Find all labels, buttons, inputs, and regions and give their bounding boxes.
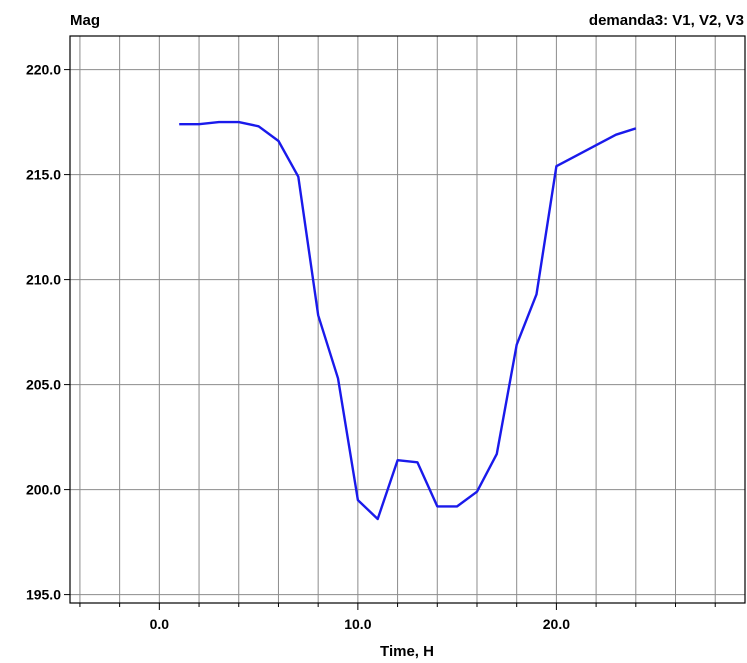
y-tick-label: 215.0 bbox=[26, 167, 61, 183]
y-tick-label: 205.0 bbox=[26, 377, 61, 393]
y-tick-label: 200.0 bbox=[26, 482, 61, 498]
x-axis-ticks: 0.0 10.0 20.0 bbox=[79, 603, 716, 632]
x-axis-title: Time, H bbox=[380, 643, 434, 660]
y-tick-label: 210.0 bbox=[26, 272, 61, 288]
series-group bbox=[179, 120, 637, 521]
legend-text: demanda3: V1, V2, V3 bbox=[589, 12, 744, 29]
y-axis-ticks: 195.0 200.0 205.0 210.0 215.0 220.0 bbox=[26, 62, 70, 603]
y-tick-label: 195.0 bbox=[26, 587, 61, 603]
x-tick-label: 20.0 bbox=[543, 616, 570, 632]
plot-area-frame bbox=[69, 35, 746, 604]
grid-lines bbox=[70, 36, 745, 603]
x-tick-label: 10.0 bbox=[344, 616, 371, 632]
y-tick-label: 220.0 bbox=[26, 62, 61, 78]
x-tick-label: 0.0 bbox=[150, 616, 170, 632]
y-axis-title: Mag bbox=[70, 12, 100, 29]
series-line bbox=[179, 120, 637, 521]
